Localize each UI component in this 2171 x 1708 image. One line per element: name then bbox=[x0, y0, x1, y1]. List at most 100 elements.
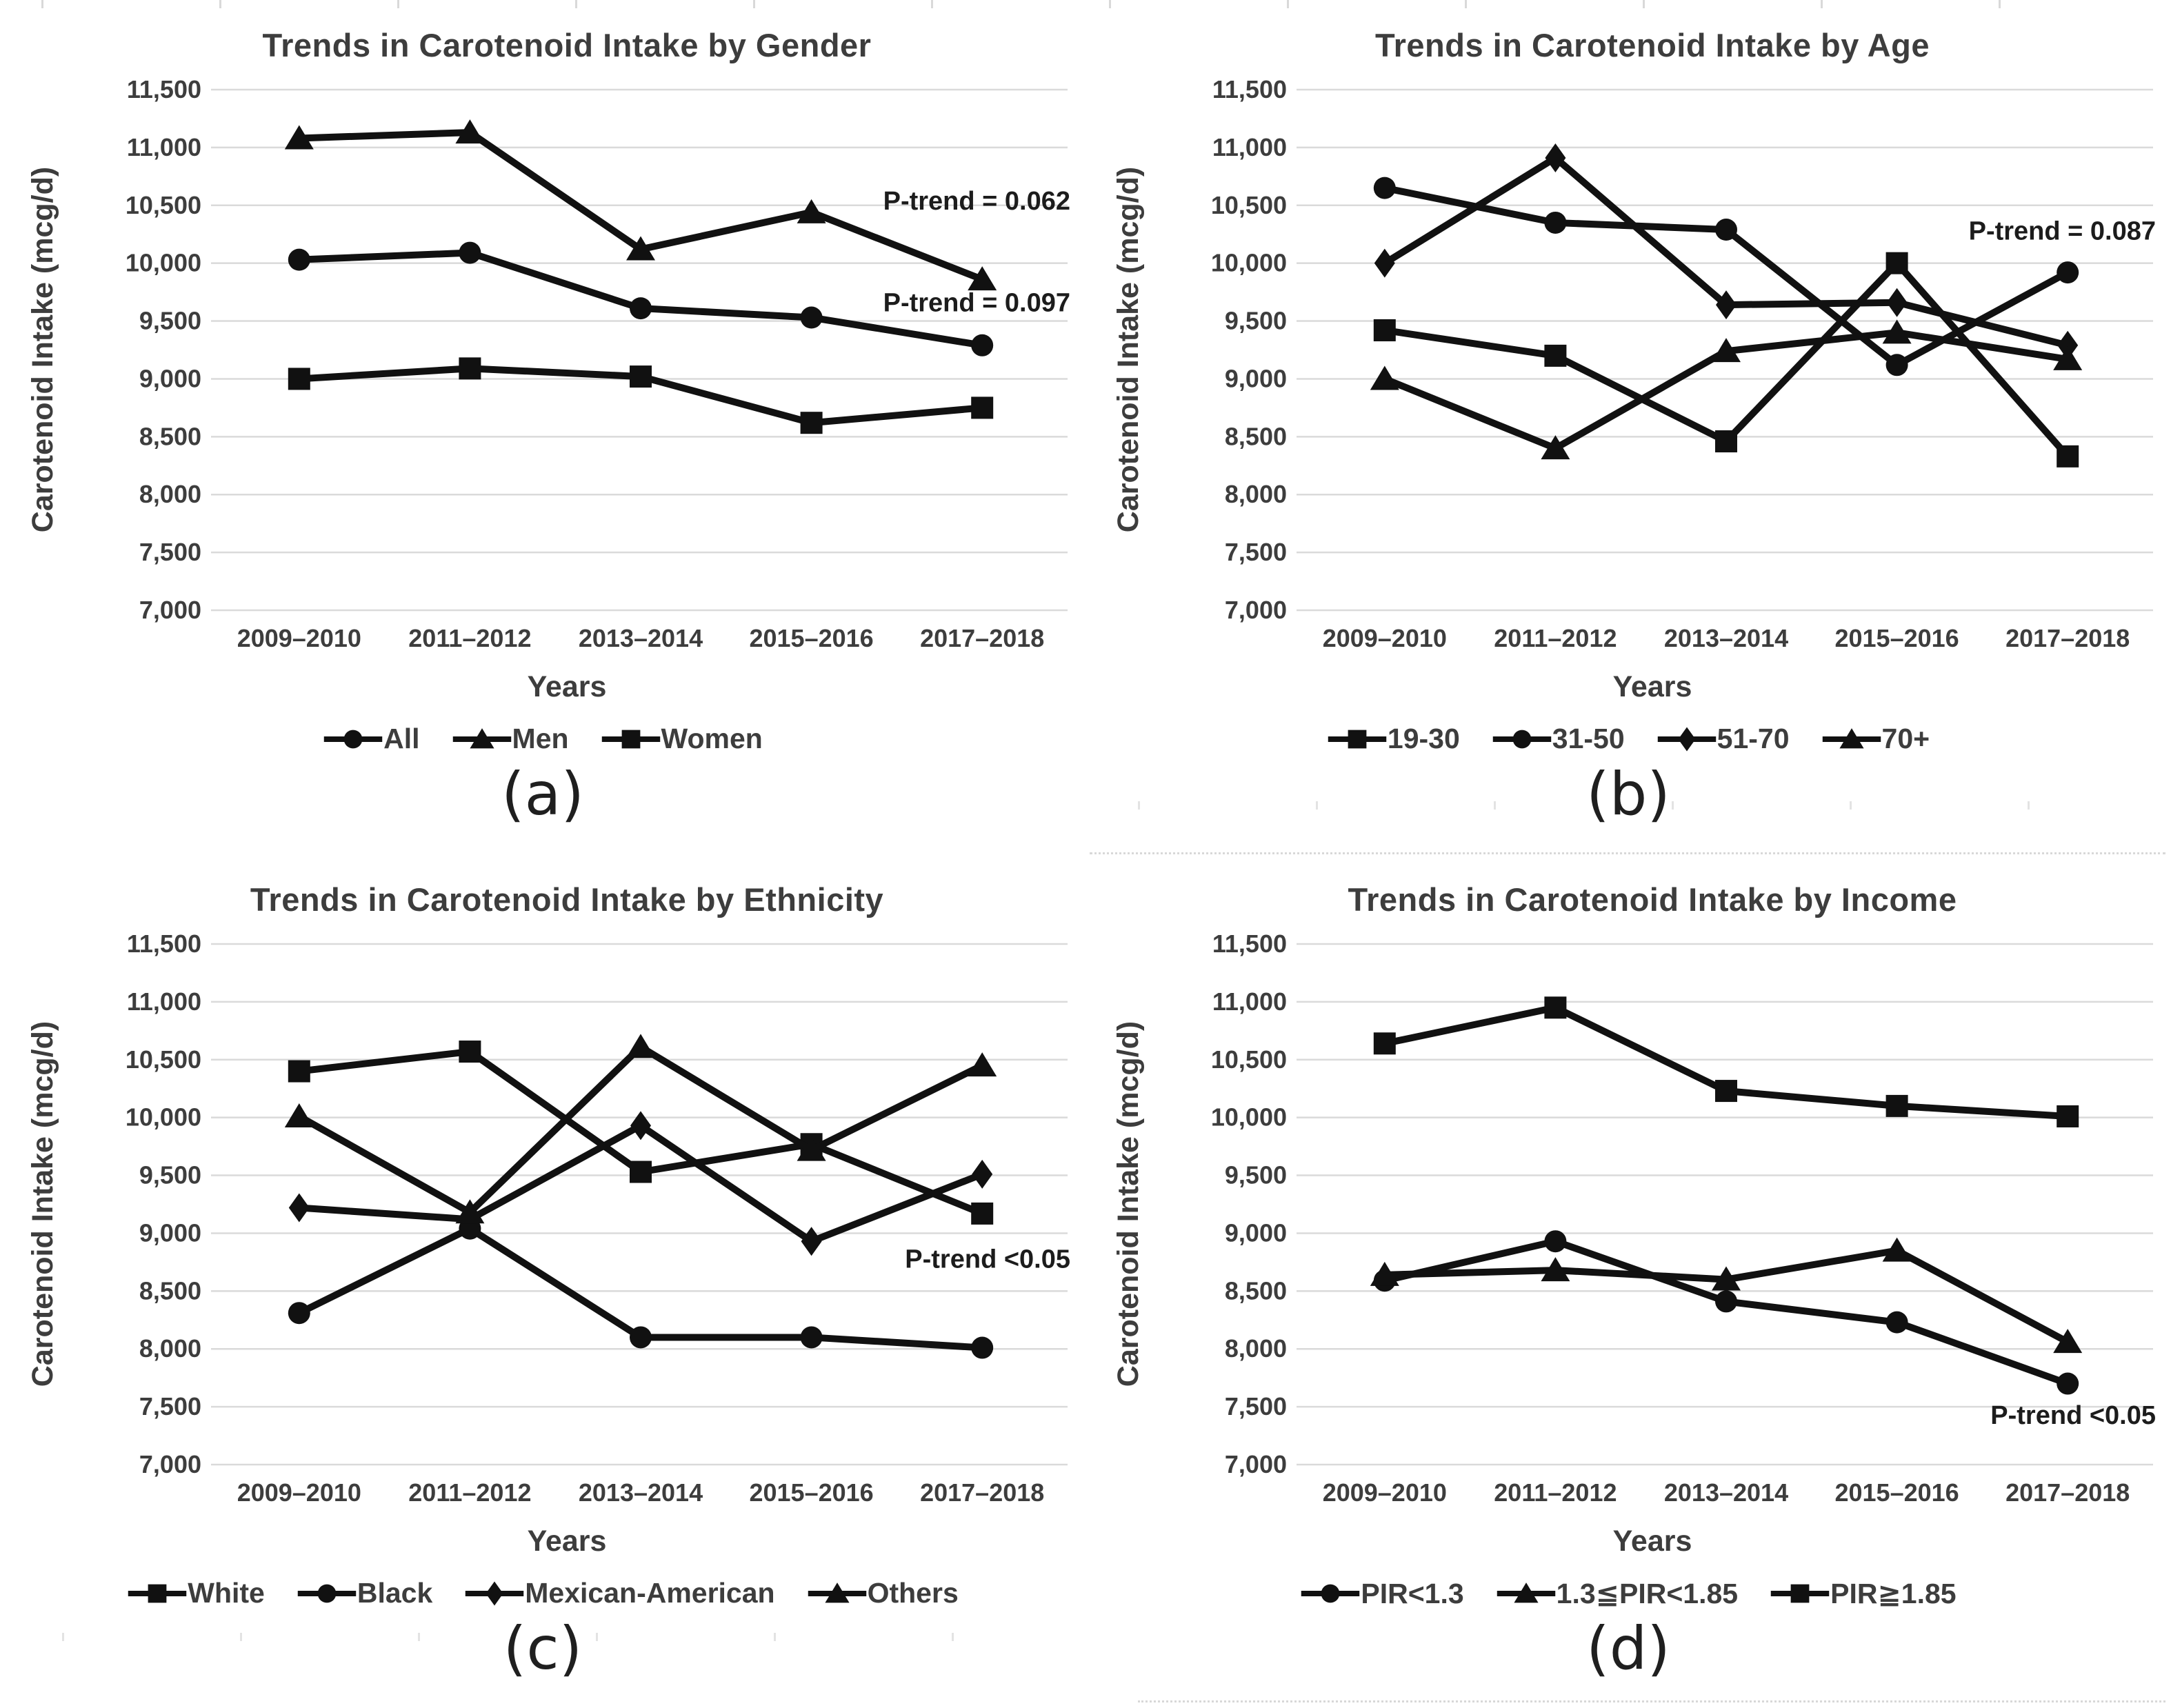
circle-marker-icon bbox=[1301, 1584, 1360, 1603]
data-point-circle bbox=[630, 1326, 652, 1349]
y-tick-label: 9,000 bbox=[1225, 364, 1287, 392]
data-point-circle bbox=[1512, 730, 1532, 748]
triangle-marker-icon bbox=[1497, 1583, 1555, 1603]
data-point-circle bbox=[343, 730, 363, 748]
legend: White Black Mexican-American Others bbox=[0, 1577, 1086, 1609]
data-point-diamond bbox=[972, 1159, 993, 1189]
data-point-triangle bbox=[968, 266, 997, 291]
data-point-circle bbox=[1885, 1311, 1908, 1334]
y-tick-label: 11,000 bbox=[1212, 987, 1287, 1016]
data-point-triangle bbox=[797, 1136, 826, 1161]
data-point-square bbox=[1885, 252, 1908, 274]
diamond-marker-icon bbox=[466, 1580, 524, 1606]
circle-marker-icon bbox=[1492, 730, 1552, 748]
square-marker-icon bbox=[1770, 1584, 1830, 1603]
y-tick-label: 8,000 bbox=[1225, 1334, 1287, 1363]
y-tick-label: 8,500 bbox=[139, 1276, 201, 1305]
legend-item-all: All bbox=[323, 723, 420, 755]
data-point-triangle bbox=[1370, 1261, 1399, 1286]
legend-item-19-30: 19-30 bbox=[1327, 723, 1460, 755]
y-tick-label: 8,500 bbox=[1225, 1276, 1287, 1305]
data-point-diamond bbox=[1678, 726, 1696, 752]
legend-item-1-3-pir-1-85: 1.3≦PIR<1.85 bbox=[1496, 1577, 1738, 1610]
crop-artifact-tick-row bbox=[1138, 801, 2145, 810]
legend-item-women: Women bbox=[601, 723, 763, 755]
legend-label: 1.3≦PIR<1.85 bbox=[1556, 1578, 1739, 1609]
y-tick-label: 7,500 bbox=[1225, 538, 1287, 566]
triangle-marker-icon bbox=[1822, 727, 1881, 748]
data-point-square bbox=[1715, 1080, 1737, 1103]
y-tick-label: 8,000 bbox=[1225, 480, 1287, 508]
y-tick-label: 10,000 bbox=[126, 249, 201, 277]
y-tick-label: 8,500 bbox=[1225, 422, 1287, 450]
legend-label: 31-50 bbox=[1552, 723, 1625, 754]
legend: PIR<1.3 1.3≦PIR<1.85 PIR≧1.85 bbox=[1086, 1577, 2171, 1610]
circle-marker-icon bbox=[297, 1584, 357, 1602]
x-tick-label: 2017–2018 bbox=[2005, 624, 2130, 652]
square-marker-icon bbox=[601, 730, 660, 748]
x-tick-label: 2011–2012 bbox=[408, 624, 531, 652]
legend-item-31-50: 31-50 bbox=[1492, 723, 1625, 755]
panel-letter: (a) bbox=[501, 760, 584, 829]
chart-title: Trends in Carotenoid Intake by Ethnicity bbox=[250, 881, 884, 918]
plot-area-ethnicity: 7,000 7,500 8,000 8,500 9,000 9,500 10,000 10,5… bbox=[126, 930, 1070, 1507]
circle-marker-icon bbox=[323, 730, 383, 748]
data-point-circle bbox=[1715, 219, 1737, 241]
x-tick-label: 2009–2010 bbox=[1323, 1478, 1447, 1507]
p-trend-label: P-trend <0.05 bbox=[1990, 1401, 2156, 1430]
x-tick-label: 2015–2016 bbox=[749, 624, 873, 652]
legend-item-mexican-american: Mexican-American bbox=[464, 1577, 775, 1609]
crop-artifact-dotted-line bbox=[1090, 852, 2165, 854]
plot-area-gender: 7,000 7,500 8,000 8,500 9,000 9,500 10,000 10,5… bbox=[126, 75, 1070, 652]
y-tick-label: 7,500 bbox=[139, 1392, 201, 1420]
y-tick-label: 7,000 bbox=[1225, 596, 1287, 624]
data-point-triangle bbox=[1882, 319, 1912, 344]
y-tick-label: 10,500 bbox=[126, 1045, 201, 1074]
y-tick-label: 11,000 bbox=[1212, 133, 1287, 161]
legend-label: 70+ bbox=[1881, 723, 1930, 754]
y-tick-label: 11,500 bbox=[1212, 930, 1287, 958]
y-tick-label: 9,500 bbox=[1225, 1161, 1287, 1189]
data-point-triangle bbox=[626, 236, 655, 261]
y-tick-label: 9,000 bbox=[139, 1218, 201, 1247]
data-point-triangle bbox=[1712, 1266, 1741, 1291]
y-tick-label: 9,500 bbox=[139, 307, 201, 335]
data-point-triangle bbox=[1370, 365, 1399, 390]
data-point-diamond bbox=[2057, 330, 2079, 360]
chart-title: Trends in Carotenoid Intake by Income bbox=[1348, 881, 1957, 918]
data-point-triangle bbox=[455, 1199, 485, 1224]
diamond-marker-icon bbox=[1657, 726, 1716, 752]
data-point-circle bbox=[971, 1336, 994, 1359]
legend-item-51-70: 51-70 bbox=[1657, 723, 1790, 755]
data-point-circle bbox=[288, 248, 310, 271]
data-point-circle bbox=[2057, 1372, 2079, 1395]
data-point-square bbox=[1790, 1584, 1810, 1603]
plot-area-income: 7,000 7,500 8,000 8,500 9,000 9,500 10,000 10,5… bbox=[1211, 930, 2156, 1507]
panel-letter: (b) bbox=[1586, 760, 1670, 829]
y-tick-label: 8,000 bbox=[139, 480, 201, 508]
data-point-diamond bbox=[1374, 248, 1395, 278]
p-trend-label: P-trend = 0.097 bbox=[883, 289, 1070, 318]
y-tick-label: 7,000 bbox=[139, 596, 201, 624]
panel-letter: (c) bbox=[503, 1614, 583, 1683]
series-line-mexican-american bbox=[299, 1121, 984, 1245]
y-tick-label: 8,000 bbox=[139, 1334, 201, 1363]
data-point-triangle bbox=[626, 1034, 655, 1058]
data-point-triangle bbox=[1839, 727, 1864, 748]
legend-item-pir-1-85: PIR≧1.85 bbox=[1770, 1577, 1957, 1610]
data-point-triangle bbox=[1514, 1583, 1539, 1603]
y-tick-label: 7,500 bbox=[139, 538, 201, 566]
data-point-circle bbox=[971, 334, 994, 356]
y-tick-label: 9,500 bbox=[1225, 307, 1287, 335]
data-point-circle bbox=[1544, 211, 1567, 234]
data-point-square bbox=[459, 357, 481, 380]
x-tick-label: 2009–2010 bbox=[237, 1478, 361, 1507]
legend: 19-30 31-50 51-70 70+ bbox=[1086, 723, 2171, 755]
x-tick-label: 2011–2012 bbox=[1494, 1478, 1617, 1507]
y-tick-label: 11,500 bbox=[127, 930, 201, 958]
data-point-circle bbox=[2057, 261, 2079, 284]
data-point-square bbox=[148, 1584, 167, 1602]
data-point-square bbox=[288, 1060, 310, 1083]
panel-letter: (d) bbox=[1586, 1614, 1670, 1683]
data-point-circle bbox=[630, 297, 652, 320]
